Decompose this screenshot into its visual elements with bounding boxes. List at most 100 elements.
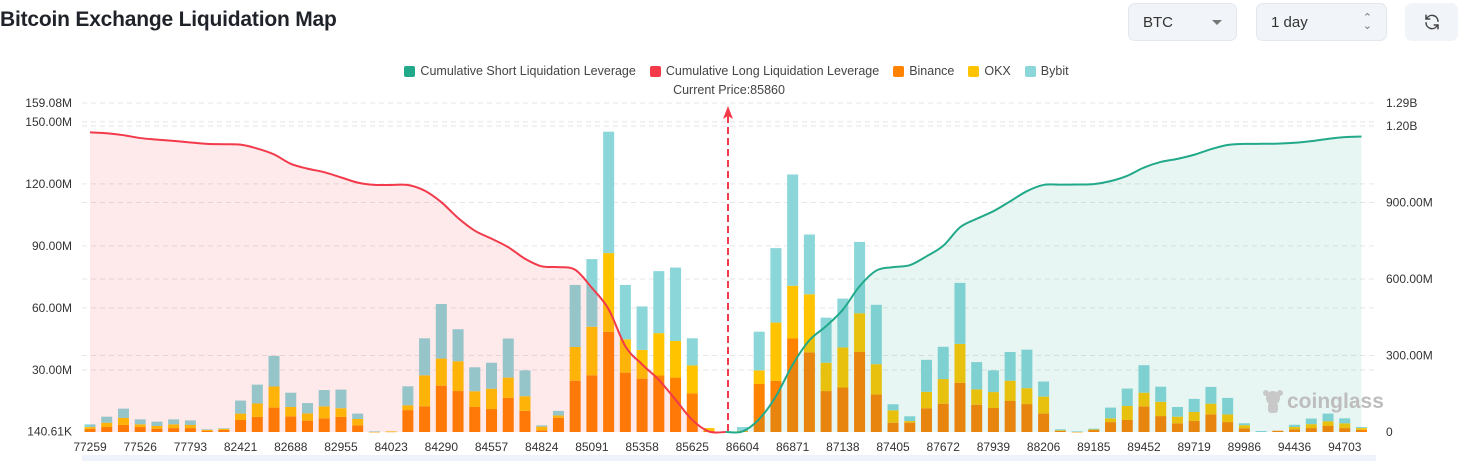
bar-okx [318, 406, 330, 419]
x-axis-tick-label: 85091 [575, 440, 609, 454]
bar-bybit [402, 386, 414, 406]
legend-label: Cumulative Short Liquidation Leverage [420, 64, 636, 78]
bar-bybit [670, 267, 682, 342]
bar-binance [1105, 422, 1117, 432]
bar-binance [201, 430, 213, 432]
bar-binance [1021, 404, 1033, 432]
left-axis-tick-label: 30.00M [32, 363, 72, 377]
bar-okx [184, 424, 196, 429]
bar-binance [1138, 406, 1150, 432]
current-price-arrow-icon [723, 106, 733, 119]
x-axis-tick-label: 82955 [324, 440, 358, 454]
bar-okx [435, 358, 447, 386]
bar-bybit [368, 431, 380, 432]
bar-binance [1339, 428, 1351, 432]
bar-binance [954, 382, 966, 432]
bar-okx [201, 429, 213, 431]
bar-binance [134, 427, 146, 432]
watermark-text: coinglass [1287, 390, 1384, 413]
bar-binance [971, 404, 983, 432]
bar-binance [870, 394, 882, 432]
legend-item-binance[interactable]: Binance [893, 64, 954, 78]
legend-item-okx[interactable]: OKX [968, 64, 1011, 78]
bar-okx [1088, 429, 1100, 431]
bar-bybit [134, 419, 146, 425]
bar-binance [402, 410, 414, 432]
bar-bybit [536, 425, 548, 427]
x-axis-tick-label: 94703 [1328, 440, 1362, 454]
legend-swatch [968, 65, 980, 77]
bar-binance [904, 422, 916, 432]
bar-bybit [201, 429, 213, 430]
bar-binance [1155, 416, 1167, 432]
bar-okx [987, 392, 999, 409]
legend-label: Bybit [1040, 64, 1069, 78]
refresh-button[interactable] [1405, 3, 1458, 41]
bar-binance [218, 429, 230, 432]
bar-binance [268, 407, 280, 432]
bar-binance [803, 352, 815, 432]
legend-item-long[interactable]: Cumulative Long Liquidation Leverage [649, 64, 879, 78]
x-axis-tick-label: 84557 [475, 440, 509, 454]
bar-binance [619, 372, 631, 432]
bar-binance [419, 406, 431, 432]
bar-bybit [569, 284, 581, 347]
left-axis-tick-label: 60.00M [32, 301, 72, 315]
bar-binance [469, 406, 481, 432]
bar-binance [486, 409, 498, 432]
bar-okx [1171, 416, 1183, 424]
bar-binance [603, 331, 615, 432]
bar-binance [1188, 421, 1200, 432]
x-axis-tick-label: 77793 [174, 440, 208, 454]
bar-binance [987, 408, 999, 432]
symbol-select[interactable]: BTC [1128, 3, 1237, 41]
right-axis-tick-label: 1.29B [1386, 96, 1417, 110]
bar-bybit [251, 384, 263, 404]
bar-okx [1121, 405, 1133, 421]
bar-okx [1054, 430, 1066, 431]
bar-okx [301, 413, 313, 421]
bar-bybit [636, 306, 648, 350]
refresh-icon [1424, 14, 1439, 30]
bar-bybit [435, 303, 447, 359]
bar-okx [486, 388, 498, 410]
bar-bybit [352, 413, 364, 419]
x-axis-tick-label: 77259 [73, 440, 107, 454]
zoom-slider[interactable] [82, 455, 1376, 461]
legend-item-short[interactable]: Cumulative Short Liquidation Leverage [404, 64, 636, 78]
bar-bybit [954, 282, 966, 344]
chart-legend: Cumulative Short Liquidation Leverage Cu… [0, 64, 1463, 78]
bar-okx [1289, 427, 1301, 430]
bar-binance [519, 410, 531, 432]
bar-binance [1272, 430, 1284, 432]
bar-okx [151, 426, 163, 429]
legend-item-bybit[interactable]: Bybit [1024, 64, 1069, 78]
bar-okx [1004, 380, 1016, 401]
bar-bybit [787, 174, 799, 286]
bar-bybit [285, 392, 297, 407]
bar-binance [235, 420, 247, 432]
bar-okx [887, 410, 899, 423]
bar-bybit [101, 416, 113, 423]
range-select[interactable]: 1 day ⌃ ⌄ [1256, 3, 1387, 41]
bar-binance [686, 393, 698, 432]
bar-okx [787, 285, 799, 339]
bar-okx [803, 294, 815, 353]
x-axis-tick-label: 87939 [977, 440, 1011, 454]
bar-bybit [1054, 429, 1066, 431]
bar-binance [1355, 429, 1367, 432]
bar-okx [502, 377, 514, 398]
bar-okx [904, 421, 916, 423]
bar-bybit [1121, 388, 1133, 406]
bar-okx [1205, 403, 1217, 415]
bar-binance [117, 424, 129, 432]
bar-bybit [653, 271, 665, 334]
cumulative-short-line [725, 135, 1362, 434]
bar-bybit [854, 241, 866, 314]
bar-okx [335, 408, 347, 417]
bar-bybit [686, 338, 698, 366]
bar-bybit [84, 424, 96, 428]
bar-bybit [837, 298, 849, 348]
bar-okx [1105, 418, 1117, 423]
bar-binance [653, 375, 665, 432]
